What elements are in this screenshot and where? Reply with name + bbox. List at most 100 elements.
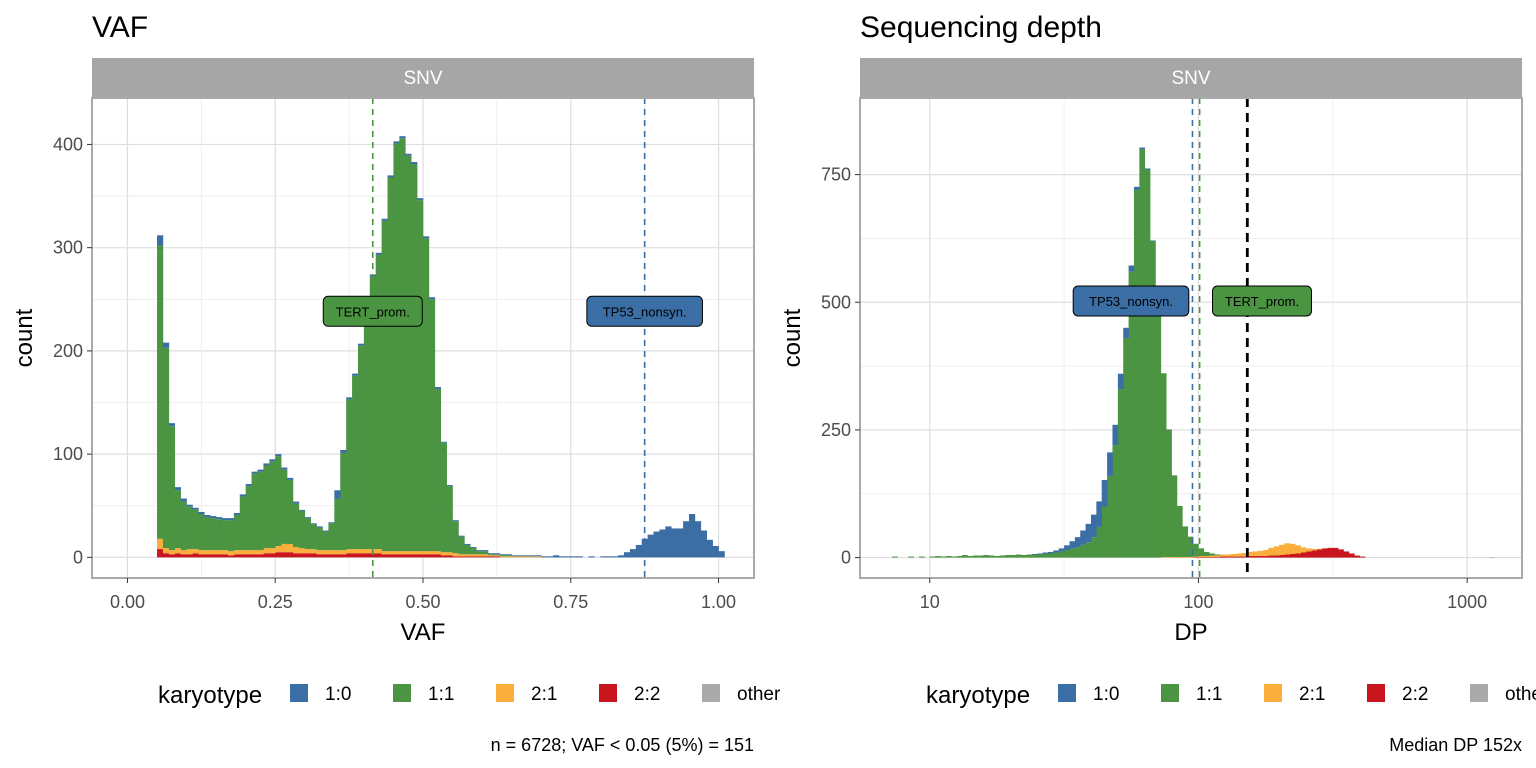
vaf-bar-1-0 <box>665 526 672 558</box>
vaf-bar-1-0 <box>482 550 489 552</box>
dp-bar-2-1 <box>1214 555 1221 558</box>
vaf-bar-1-0 <box>399 136 406 139</box>
vaf-bar-1-1 <box>275 456 282 546</box>
vaf-bar-2-2 <box>287 552 294 558</box>
vaf-bar-1-0 <box>393 141 400 144</box>
vaf-bar-2-1 <box>216 550 223 555</box>
vaf-bar-2-1 <box>399 551 406 555</box>
vaf-y-tick-label: 200 <box>53 341 83 361</box>
vaf-bar-2-2 <box>298 553 306 558</box>
vaf-bar-1-0 <box>287 477 294 480</box>
vaf-bar-1-1 <box>322 531 329 551</box>
dp-bar-1-1 <box>919 556 925 558</box>
dp-legend-title: karyotype <box>926 682 1030 709</box>
vaf-bar-2-1 <box>357 549 365 554</box>
vaf-bar-2-1 <box>488 555 495 557</box>
vaf-bar-1-0 <box>647 534 654 558</box>
vaf-bar-2-1 <box>381 551 388 555</box>
vaf-bar-2-1 <box>292 547 300 554</box>
vaf-bar-2-1 <box>263 548 270 554</box>
vaf-bar-1-1 <box>186 506 193 550</box>
vaf-bar-1-0 <box>227 518 235 521</box>
dp-bar-2-2 <box>1262 556 1269 558</box>
vaf-bar-2-2 <box>216 554 223 558</box>
dp-y-tick-label: 500 <box>821 292 851 312</box>
vaf-bar-2-1 <box>239 550 246 555</box>
vaf-bar-2-1 <box>275 546 282 553</box>
dp-y-tick-label: 250 <box>821 420 851 440</box>
vaf-bar-1-0 <box>706 539 713 558</box>
dp-bar-2-2 <box>1348 553 1355 558</box>
dp-bar-1-0 <box>1101 479 1108 507</box>
vaf-bar-1-0 <box>233 512 241 516</box>
dp-bar-1-1 <box>972 555 979 558</box>
dp-bar-1-0 <box>1117 373 1124 390</box>
vaf-bar-2-2 <box>458 556 465 558</box>
vaf-bar-2-1 <box>505 556 512 558</box>
dp-bar-2-2 <box>1311 550 1317 558</box>
dp-bar-2-2 <box>1359 556 1366 558</box>
dp-bar-2-2 <box>1241 556 1248 558</box>
vaf-bar-1-0 <box>292 501 300 504</box>
vaf-bar-1-0 <box>417 198 424 201</box>
vaf-bar-1-0 <box>511 555 518 557</box>
vaf-bar-2-1 <box>233 550 241 555</box>
vaf-annotation-labels: TERT_prom. TP53_nonsyn. <box>322 295 703 327</box>
dp-bars <box>892 147 1495 558</box>
vaf-bar-1-1 <box>162 347 170 549</box>
vaf-bar-1-0 <box>635 544 642 558</box>
vaf-y-tick-label: 100 <box>53 444 83 464</box>
vaf-caption: n = 6728; VAF < 0.05 (5%) = 151 <box>491 735 754 755</box>
dp-legend-key-2-1 <box>1264 684 1282 702</box>
dp-bar-1-0 <box>1037 553 1043 555</box>
dp-bar-2-2 <box>1257 556 1264 558</box>
vaf-bar-2-2 <box>210 554 217 558</box>
dp-bar-1-0 <box>1139 147 1146 150</box>
dp-bar-1-1 <box>1123 338 1129 558</box>
vaf-bar-1-1 <box>245 486 252 551</box>
vaf-bar-2-2 <box>239 554 246 558</box>
vaf-bar-1-1 <box>458 536 465 555</box>
vaf-bar-1-1 <box>488 554 495 556</box>
vaf-bar-1-0 <box>576 556 583 558</box>
vaf-bar-2-1 <box>446 552 453 556</box>
dp-bar-2-2 <box>1252 556 1258 558</box>
vaf-bar-1-1 <box>233 515 241 551</box>
dp-bar-1-1 <box>1209 553 1215 556</box>
dp-legend-key-2-2 <box>1367 684 1385 702</box>
vaf-bar-1-0 <box>340 450 347 454</box>
vaf-legend-key-1-0 <box>290 684 308 702</box>
vaf-bar-1-0 <box>535 555 542 557</box>
dp-bar-1-1 <box>1144 169 1151 558</box>
vaf-bar-1-0 <box>216 517 223 520</box>
vaf-bar-2-1 <box>535 556 542 558</box>
vaf-bar-1-1 <box>505 555 512 557</box>
dp-title: Sequencing depth <box>860 11 1102 44</box>
vaf-bar-2-2 <box>275 552 282 558</box>
vaf-bar-2-1 <box>440 552 447 556</box>
vaf-bar-2-1 <box>334 550 341 555</box>
vaf-bar-1-1 <box>434 389 442 552</box>
vaf-bar-2-1 <box>470 554 477 557</box>
vaf-bar-1-1 <box>352 375 359 550</box>
vaf-bar-1-1 <box>168 426 176 551</box>
dp-bar-1-1 <box>1026 554 1033 558</box>
vaf-legend-label: 1:1 <box>428 684 454 705</box>
vaf-bar-1-0 <box>464 543 471 545</box>
dp-caption: Median DP 152x <box>1389 735 1522 755</box>
vaf-bar-2-2 <box>493 556 501 558</box>
dp-bar-1-1 <box>1080 544 1086 558</box>
vaf-bar-1-0 <box>168 423 176 427</box>
dp-bar-1-1 <box>994 556 1000 558</box>
vaf-bar-2-2 <box>417 554 424 558</box>
vaf-bar-1-0 <box>458 535 465 537</box>
dp-bar-2-1 <box>1193 556 1199 558</box>
vaf-panel: VAF SNV 0 100 200 300 400 0.00 0.25 0.50 0.75 1.… <box>11 11 781 755</box>
dp-bar-other <box>1488 557 1495 558</box>
dp-legend-label: other <box>1505 684 1536 705</box>
vaf-bar-2-1 <box>434 551 442 555</box>
dp-bar-1-1 <box>988 555 995 558</box>
vaf-bar-1-0 <box>411 162 418 165</box>
vaf-bar-1-1 <box>482 551 489 555</box>
